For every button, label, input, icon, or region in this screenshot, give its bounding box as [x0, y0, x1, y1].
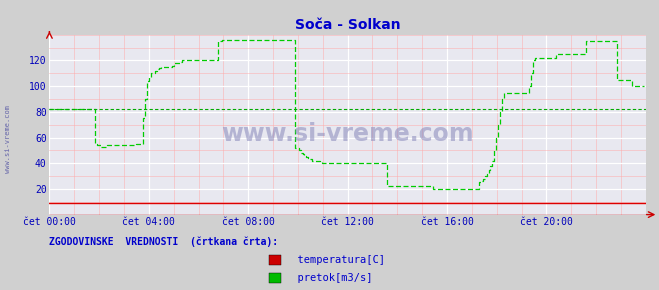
Text: www.si-vreme.com: www.si-vreme.com	[5, 105, 11, 173]
Text: www.si-vreme.com: www.si-vreme.com	[221, 122, 474, 146]
Title: Soča - Solkan: Soča - Solkan	[295, 18, 401, 32]
Text: temperatura[C]: temperatura[C]	[285, 255, 385, 264]
Text: pretok[m3/s]: pretok[m3/s]	[285, 273, 372, 282]
Text: ZGODOVINSKE  VREDNOSTI  (črtkana črta):: ZGODOVINSKE VREDNOSTI (črtkana črta):	[49, 237, 279, 247]
